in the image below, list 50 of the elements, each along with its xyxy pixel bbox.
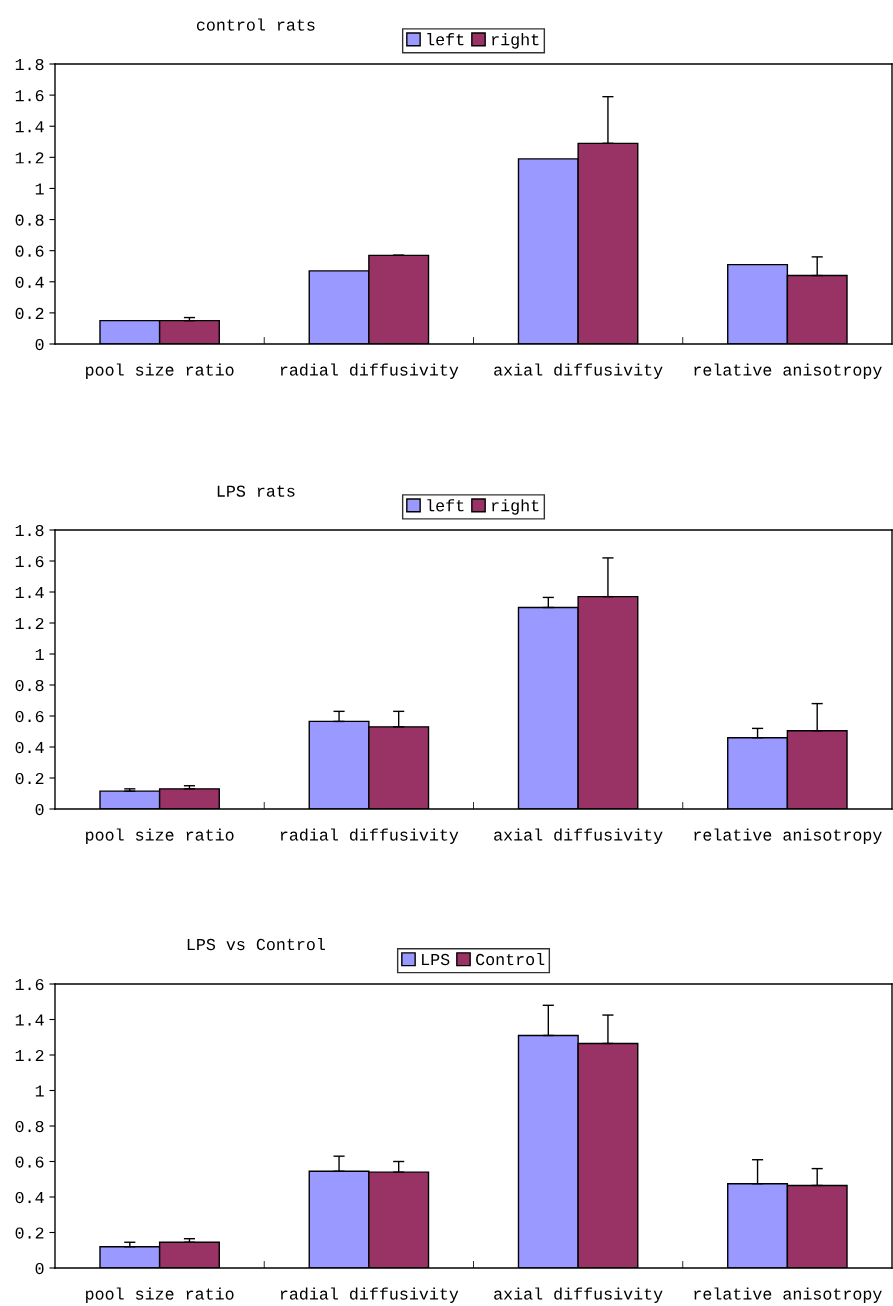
y-tick-label: 1.2 <box>15 152 44 164</box>
x-tick-label: pool size ratio <box>86 1287 234 1303</box>
legend-label: Control <box>476 952 545 966</box>
x-tick-label: relative anisotropy <box>694 1287 882 1303</box>
y-tick-label: 1.6 <box>15 555 44 568</box>
x-tick-label: axial diffusivity <box>494 1287 663 1303</box>
x-tick-label: radial diffusivity <box>280 828 459 844</box>
y-tick-label: 0.2 <box>15 307 44 320</box>
y-tick-label: 1.2 <box>15 617 44 630</box>
x-tick-label: relative anisotropy <box>694 363 882 379</box>
y-tick-label: 1.2 <box>15 1049 44 1062</box>
y-tick-label: 1.4 <box>15 1014 44 1026</box>
x-tick-label: radial diffusivity <box>280 1287 459 1303</box>
y-tick-label: 0.6 <box>15 245 44 257</box>
legend-label: right <box>492 499 539 515</box>
legend-label: right <box>492 33 539 49</box>
y-tick-label: 1.6 <box>15 90 44 102</box>
legend-label: left <box>427 499 464 512</box>
y-tick-label: 1.4 <box>15 121 44 133</box>
legend-label: left <box>427 33 464 46</box>
y-tick-label: 1.8 <box>15 58 44 71</box>
chart-title: LPS vs Control <box>187 937 325 951</box>
x-tick-label: radial diffusivity <box>280 363 459 379</box>
y-tick-label: 1.4 <box>15 587 44 599</box>
x-tick-label: axial diffusivity <box>494 363 663 379</box>
x-tick-label: relative anisotropy <box>694 828 882 844</box>
y-tick-label: 0.6 <box>15 710 44 723</box>
y-tick-label: 0.4 <box>15 741 44 754</box>
y-tick-label: 1.6 <box>15 978 44 991</box>
y-tick-label: 0 <box>35 338 44 351</box>
y-tick-label: 0.8 <box>15 214 44 226</box>
y-tick-label: 0.4 <box>15 276 44 288</box>
y-tick-label: 0.2 <box>15 1227 44 1239</box>
y-tick-label: 0.4 <box>15 1191 44 1204</box>
y-tick-label: 1 <box>35 649 44 661</box>
legend-label: LPS <box>422 953 450 966</box>
x-tick-label: axial diffusivity <box>494 828 663 844</box>
y-tick-label: 0.6 <box>15 1156 44 1168</box>
y-tick-label: 0.2 <box>15 772 44 785</box>
chart-title: control rats <box>196 18 315 31</box>
y-tick-label: 0 <box>35 803 44 816</box>
x-tick-label: pool size ratio <box>86 828 234 844</box>
y-tick-label: 0 <box>35 1262 44 1275</box>
x-tick-label: pool size ratio <box>86 363 234 379</box>
y-tick-label: 0.8 <box>15 1120 44 1133</box>
y-tick-label: 1 <box>35 183 44 195</box>
chart-title: LPS rats <box>217 485 295 497</box>
y-tick-label: 1 <box>35 1085 44 1097</box>
y-tick-label: 0.8 <box>15 679 44 692</box>
y-tick-label: 1.8 <box>15 524 44 537</box>
